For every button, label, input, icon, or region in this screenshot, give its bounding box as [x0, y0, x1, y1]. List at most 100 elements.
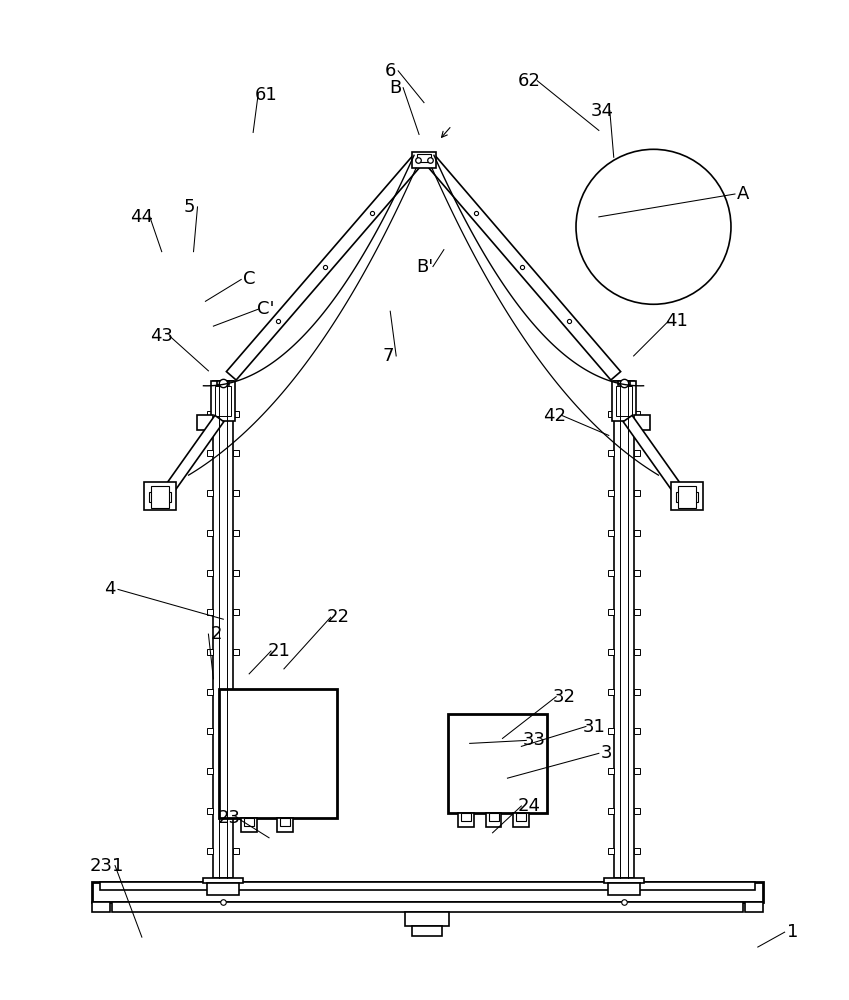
Bar: [633, 609, 639, 615]
Text: 42: 42: [543, 407, 565, 425]
Text: 24: 24: [518, 797, 541, 815]
Bar: [204, 878, 243, 883]
Bar: [207, 768, 213, 774]
Bar: [633, 490, 639, 496]
Text: 2: 2: [211, 625, 222, 643]
Bar: [633, 649, 639, 655]
Bar: [633, 848, 639, 854]
Bar: [207, 570, 213, 576]
Bar: [149, 492, 171, 502]
Bar: [514, 813, 529, 827]
Text: 1: 1: [787, 923, 798, 941]
Bar: [93, 902, 110, 912]
Bar: [608, 490, 614, 496]
Polygon shape: [164, 415, 224, 493]
Bar: [207, 728, 213, 734]
Bar: [233, 808, 239, 814]
Bar: [678, 486, 696, 508]
Bar: [233, 490, 239, 496]
Bar: [233, 728, 239, 734]
Bar: [608, 411, 614, 417]
Text: 5: 5: [183, 198, 195, 216]
Text: 33: 33: [523, 731, 546, 749]
Text: 62: 62: [518, 72, 541, 90]
Bar: [277, 818, 293, 832]
Bar: [633, 411, 639, 417]
Bar: [633, 530, 639, 536]
Bar: [608, 689, 614, 695]
Bar: [633, 570, 639, 576]
Text: 3: 3: [601, 744, 612, 762]
Bar: [151, 486, 169, 508]
Text: C': C': [257, 300, 275, 318]
Bar: [447, 714, 548, 813]
Text: C: C: [243, 270, 256, 288]
Bar: [233, 570, 239, 576]
Bar: [213, 381, 233, 878]
Bar: [207, 649, 213, 655]
Bar: [633, 768, 639, 774]
Text: 21: 21: [267, 642, 290, 660]
Text: 22: 22: [327, 608, 350, 626]
Bar: [216, 386, 231, 416]
Bar: [207, 848, 213, 854]
Bar: [608, 728, 614, 734]
Text: 61: 61: [255, 86, 278, 104]
Bar: [233, 649, 239, 655]
Bar: [608, 530, 614, 536]
Bar: [633, 728, 639, 734]
Bar: [217, 381, 229, 385]
Bar: [608, 768, 614, 774]
Bar: [207, 689, 213, 695]
Bar: [608, 450, 614, 456]
Text: 31: 31: [582, 718, 605, 736]
Bar: [207, 530, 213, 536]
Bar: [241, 818, 257, 832]
Bar: [633, 450, 639, 456]
Polygon shape: [424, 154, 621, 380]
Bar: [488, 813, 498, 821]
Text: 4: 4: [104, 580, 115, 598]
Bar: [233, 411, 239, 417]
Text: 41: 41: [665, 312, 688, 330]
Bar: [412, 152, 436, 168]
Text: 7: 7: [383, 347, 394, 365]
Bar: [458, 813, 474, 827]
Bar: [612, 381, 636, 421]
Bar: [633, 808, 639, 814]
Bar: [604, 878, 644, 883]
Bar: [207, 609, 213, 615]
Bar: [245, 818, 254, 826]
Polygon shape: [227, 154, 424, 380]
Bar: [198, 415, 213, 430]
Bar: [608, 570, 614, 576]
Bar: [211, 381, 235, 421]
Bar: [412, 926, 441, 936]
Bar: [745, 902, 762, 912]
Bar: [486, 813, 502, 827]
Text: 23: 23: [218, 809, 241, 827]
Bar: [233, 530, 239, 536]
Bar: [233, 609, 239, 615]
Bar: [93, 882, 762, 902]
Bar: [207, 883, 239, 895]
Bar: [608, 883, 639, 895]
Text: 34: 34: [590, 102, 613, 120]
Bar: [207, 808, 213, 814]
Bar: [616, 386, 632, 416]
Bar: [219, 689, 336, 818]
Bar: [672, 482, 703, 510]
Bar: [417, 154, 431, 162]
Bar: [608, 848, 614, 854]
Text: 231: 231: [90, 857, 124, 875]
Bar: [280, 818, 290, 826]
Text: A: A: [737, 185, 749, 203]
Bar: [633, 415, 649, 430]
Bar: [608, 649, 614, 655]
Bar: [100, 882, 755, 890]
Polygon shape: [623, 415, 683, 493]
Bar: [614, 381, 633, 878]
Bar: [143, 482, 176, 510]
Text: 6: 6: [385, 62, 396, 80]
Text: 44: 44: [131, 208, 154, 226]
